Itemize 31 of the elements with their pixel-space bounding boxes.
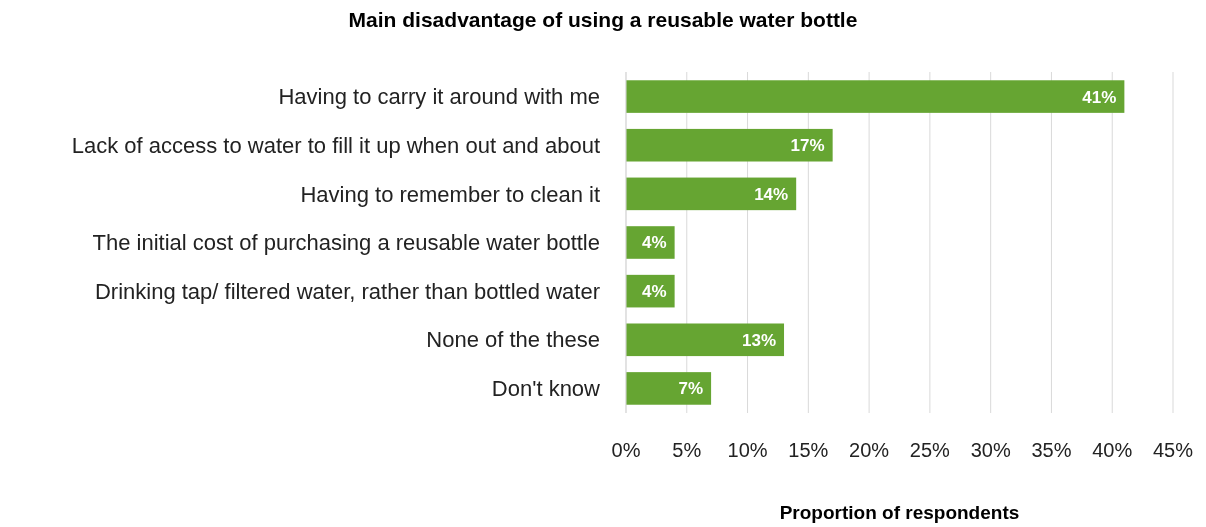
y-tick-label: Drinking tap/ filtered water, rather than bottled water: [94, 278, 600, 304]
chart-title: Main disadvantage of using a reusable water bottle: [348, 8, 858, 31]
x-tick-label: 30%: [970, 439, 1011, 461]
bar: [626, 177, 797, 211]
x-axis-title: Proportion of respondents: [779, 502, 1020, 523]
y-tick-label: Lack of access to water to fill it up when out and about: [71, 132, 600, 158]
data-label: 13%: [741, 330, 777, 350]
data-label: 7%: [678, 379, 704, 399]
y-tick-label: Don't know: [491, 376, 601, 402]
bar: [626, 128, 833, 162]
y-tick-label: None of the these: [426, 327, 600, 353]
x-tick-label: 45%: [1152, 439, 1194, 461]
x-tick-label: 35%: [1031, 439, 1072, 461]
x-tick-label: 20%: [849, 439, 890, 461]
x-tick-label: 0%: [611, 439, 641, 461]
y-tick-label: Having to remember to clean it: [300, 181, 600, 207]
bar: [626, 323, 785, 357]
data-label: 17%: [790, 136, 825, 156]
y-tick-label: The initial cost of purchasing a reusable water bottle: [92, 230, 600, 256]
data-label: 4%: [642, 233, 667, 253]
data-label: 41%: [1082, 87, 1117, 107]
bar: [626, 372, 712, 405]
x-tick-label: 25%: [909, 439, 951, 461]
data-label: 4%: [642, 282, 667, 302]
x-tick-label: 10%: [727, 439, 768, 461]
data-label: 14%: [754, 184, 789, 204]
x-tick-label: 40%: [1092, 439, 1133, 461]
bar: [626, 80, 1125, 113]
x-tick-label: 15%: [788, 439, 829, 461]
x-tick-label: 5%: [672, 439, 702, 461]
y-tick-label: Having to carry it around with me: [278, 84, 600, 110]
